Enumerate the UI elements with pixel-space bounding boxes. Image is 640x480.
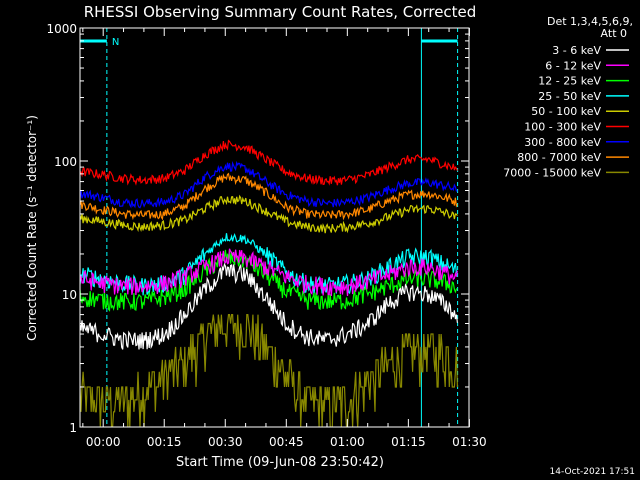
legend-label: 25 - 50 keV <box>538 90 601 103</box>
series-3-6-kev <box>80 262 458 350</box>
x-tick-label: 00:30 <box>208 435 243 449</box>
y-tick-label: 1000 <box>46 22 77 36</box>
y-tick-label: 100 <box>54 155 77 169</box>
series-line <box>80 262 458 350</box>
series-300-800-kev <box>80 160 458 209</box>
saa-label: N <box>112 37 119 48</box>
series-line <box>80 172 458 221</box>
y-tick-label: 1 <box>69 421 77 435</box>
legend-label: 50 - 100 keV <box>531 105 601 118</box>
plot-frame <box>79 27 470 428</box>
legend-label: 300 - 800 keV <box>524 136 601 149</box>
plot-area: N <box>79 28 459 427</box>
series-100-300-kev <box>80 139 458 186</box>
x-tick-label: 01:00 <box>330 435 365 449</box>
series-800-7000-kev <box>80 172 458 221</box>
series-7000-15000-kev <box>80 314 458 427</box>
x-tick-label: 00:45 <box>269 435 304 449</box>
chart-title: RHESSI Observing Summary Count Rates, Co… <box>84 3 477 21</box>
legend-label: 800 - 7000 keV <box>517 151 601 164</box>
series-12-25-kev <box>80 249 458 312</box>
series-line <box>80 314 458 427</box>
series-line <box>80 249 458 312</box>
series-50-100-kev <box>80 194 458 234</box>
series-line <box>80 248 458 296</box>
legend-title-line-2: Att 0 <box>601 27 627 40</box>
y-tick-label: 10 <box>62 288 77 302</box>
series-line <box>80 160 458 209</box>
legend-title-line-1: Det 1,3,4,5,6,9, <box>547 15 633 28</box>
legend: 3 - 6 keV 6 - 12 keV 12 - 25 keV 25 - 50 ke… <box>503 44 629 179</box>
legend-label: 6 - 12 keV <box>545 59 601 72</box>
x-tick-label: 00:15 <box>147 435 182 449</box>
x-tick-label: 00:00 <box>86 435 121 449</box>
x-axis: 00:00 00:15 00:30 00:45 01:00 01:15 01:30 <box>82 28 487 449</box>
x-tick-label: 01:15 <box>391 435 426 449</box>
footer-date: 14-Oct-2021 17:51 <box>550 467 635 477</box>
series-6-12-kev <box>80 248 458 296</box>
y-axis: 1 10 100 1000 <box>46 22 469 435</box>
legend-label: 3 - 6 keV <box>552 44 601 57</box>
series-layer <box>80 139 458 427</box>
legend-label: 7000 - 15000 keV <box>503 166 601 179</box>
legend-label: 12 - 25 keV <box>538 75 601 88</box>
legend-label: 100 - 300 keV <box>524 121 601 134</box>
series-line <box>80 139 458 186</box>
y-axis-label: Corrected Count Rate (s⁻¹ detector⁻¹) <box>25 115 39 341</box>
x-tick-label: 01:30 <box>452 435 487 449</box>
x-axis-label: Start Time (09-Jun-08 23:50:42) <box>176 455 384 470</box>
series-line <box>80 194 458 234</box>
